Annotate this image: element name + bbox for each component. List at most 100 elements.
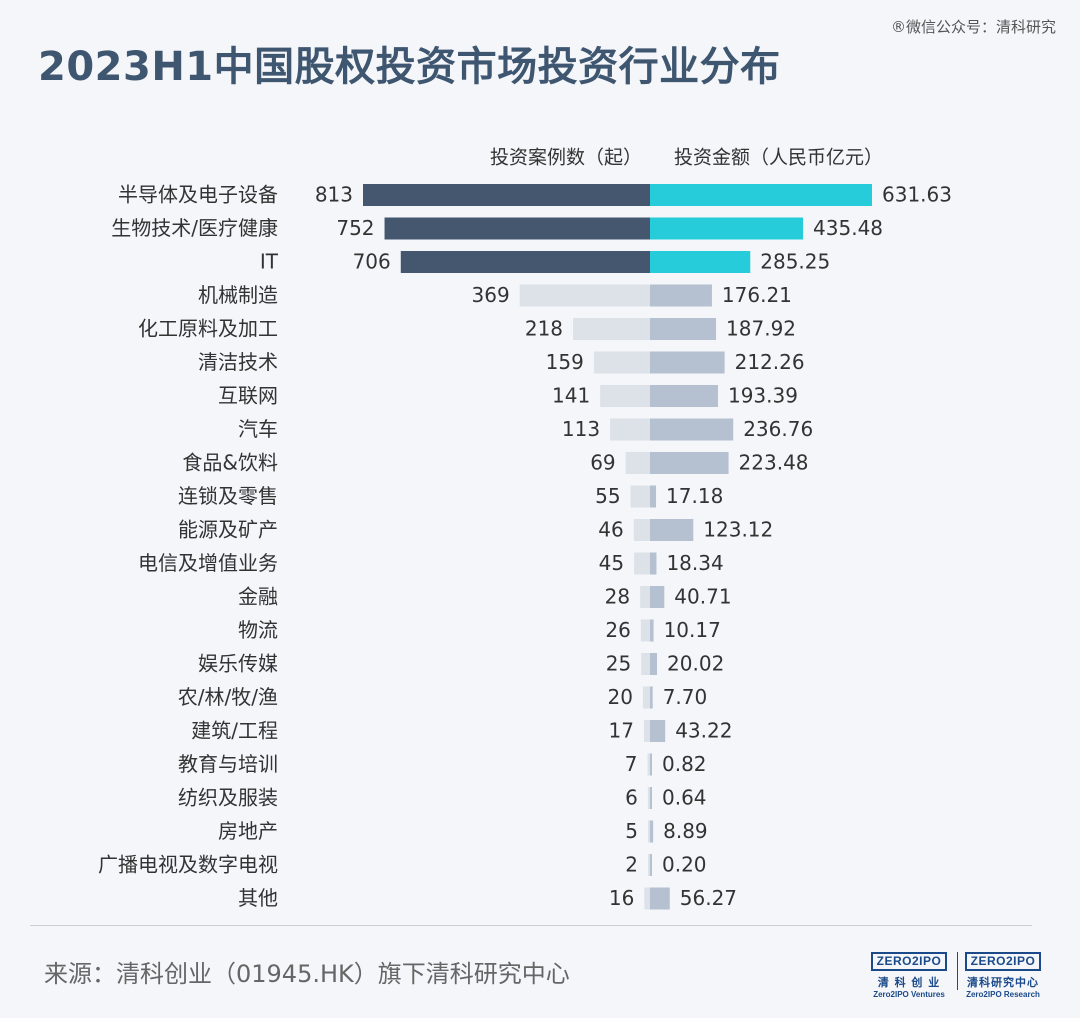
case-count-bar bbox=[625, 452, 650, 474]
case-count-bar bbox=[643, 720, 650, 742]
amount-label: 631.63 bbox=[882, 183, 952, 207]
amount-bar bbox=[650, 820, 654, 843]
category-label: 连锁及零售 bbox=[178, 484, 278, 508]
case-count-bar bbox=[384, 217, 650, 240]
zero2ipo-research-logo: ZERO2IPO 清科研究中心 Zero2IPO Research bbox=[962, 950, 1044, 999]
case-count-label: 17 bbox=[609, 719, 634, 743]
case-count-label: 26 bbox=[605, 618, 630, 642]
case-count-label: 141 bbox=[552, 384, 590, 408]
category-label: 能源及矿产 bbox=[178, 518, 278, 542]
case-count-bar bbox=[593, 351, 650, 374]
amount-label: 0.64 bbox=[662, 786, 707, 810]
case-count-label: 69 bbox=[590, 451, 615, 475]
amount-label: 236.76 bbox=[743, 417, 813, 441]
amount-bar bbox=[650, 452, 729, 474]
category-label: IT bbox=[260, 250, 279, 274]
amount-label: 123.12 bbox=[703, 518, 773, 542]
amount-bar bbox=[650, 586, 665, 608]
category-label: 广播电视及数字电视 bbox=[98, 853, 278, 877]
case-count-bar bbox=[600, 385, 650, 407]
category-label: 金融 bbox=[238, 585, 278, 609]
category-label: 清洁技术 bbox=[198, 350, 278, 374]
case-count-label: 45 bbox=[599, 551, 624, 575]
category-label: 汽车 bbox=[238, 417, 278, 441]
logo-en: Zero2IPO Research bbox=[966, 990, 1040, 999]
left-series-header: 投资案例数（起） bbox=[490, 147, 642, 169]
case-count-bar bbox=[640, 619, 650, 642]
amount-label: 17.18 bbox=[666, 484, 723, 508]
amount-bar bbox=[650, 519, 694, 541]
right-series-header: 投资金额（人民币亿元） bbox=[674, 147, 883, 169]
amount-label: 56.27 bbox=[680, 886, 737, 910]
case-count-bar bbox=[519, 284, 650, 307]
case-count-label: 159 bbox=[546, 350, 584, 374]
category-label: 电信及增值业务 bbox=[138, 551, 278, 575]
case-count-label: 20 bbox=[607, 685, 632, 709]
amount-bar bbox=[650, 217, 804, 240]
logo-cn: 清科研究中心 bbox=[967, 976, 1039, 989]
category-label: 食品&饮料 bbox=[182, 451, 278, 475]
watermark: ®微信公众号：清科研究 bbox=[890, 18, 1056, 36]
amount-bar bbox=[650, 251, 751, 273]
category-label: 娱乐传媒 bbox=[198, 652, 278, 676]
amount-label: 7.70 bbox=[663, 685, 708, 709]
case-count-label: 752 bbox=[336, 216, 374, 240]
case-count-bar bbox=[647, 753, 650, 776]
case-count-bar bbox=[633, 519, 650, 541]
case-count-label: 7 bbox=[625, 752, 638, 776]
case-count-bar bbox=[647, 787, 650, 809]
case-count-label: 6 bbox=[625, 786, 638, 810]
amount-bar bbox=[650, 552, 657, 575]
amount-bar bbox=[650, 184, 872, 206]
case-count-bar bbox=[363, 184, 650, 206]
logo-box-text: ZERO2IPO bbox=[970, 954, 1036, 968]
case-count-bar bbox=[642, 686, 650, 709]
amount-label: 20.02 bbox=[667, 652, 724, 676]
amount-bar bbox=[650, 720, 666, 742]
amount-label: 10.17 bbox=[664, 618, 721, 642]
category-label: 半导体及电子设备 bbox=[118, 183, 278, 207]
case-count-bar bbox=[610, 418, 650, 441]
zero2ipo-ventures-logo: ZERO2IPO 清 科 创 业 Zero2IPO Ventures bbox=[868, 950, 950, 999]
case-count-bar bbox=[400, 251, 650, 273]
amount-label: 43.22 bbox=[675, 719, 732, 743]
amount-label: 435.48 bbox=[813, 216, 883, 240]
amount-bar bbox=[650, 485, 657, 508]
case-count-label: 2 bbox=[625, 853, 638, 877]
case-count-bar bbox=[648, 820, 650, 843]
source-note: 来源：清科创业（01945.HK）旗下清科研究中心 bbox=[44, 960, 570, 988]
case-count-label: 55 bbox=[595, 484, 620, 508]
divider bbox=[30, 925, 1032, 926]
amount-bar bbox=[650, 854, 652, 876]
category-label: 农/林/牧/渔 bbox=[178, 685, 278, 709]
category-label: 物流 bbox=[238, 618, 278, 642]
case-count-label: 218 bbox=[525, 317, 563, 341]
chart-title: 2023H1中国股权投资市场投资行业分布 bbox=[38, 44, 781, 90]
category-label: 房地产 bbox=[218, 819, 278, 843]
category-label: 纺织及服装 bbox=[178, 786, 278, 810]
logo-separator bbox=[957, 952, 958, 990]
amount-bar bbox=[650, 653, 658, 675]
amount-label: 0.20 bbox=[662, 853, 707, 877]
category-label: 互联网 bbox=[218, 384, 278, 408]
amount-bar bbox=[650, 787, 652, 809]
diverging-bar-chart: 投资案例数（起） 投资金额（人民币亿元） 半导体及电子设备 813 631.63 生物技术… bbox=[98, 147, 952, 911]
category-label: 化工原料及加工 bbox=[138, 317, 278, 341]
category-label: 教育与培训 bbox=[178, 752, 278, 776]
amount-label: 223.48 bbox=[739, 451, 809, 475]
case-count-bar bbox=[634, 552, 650, 575]
category-label: 生物技术/医疗健康 bbox=[111, 216, 278, 240]
case-count-bar bbox=[641, 653, 650, 675]
amount-bar bbox=[650, 351, 725, 374]
case-count-bar bbox=[640, 586, 650, 608]
amount-bar bbox=[650, 619, 654, 642]
amount-bar bbox=[650, 418, 734, 441]
category-label: 机械制造 bbox=[198, 283, 278, 307]
case-count-bar bbox=[648, 854, 650, 876]
case-count-label: 813 bbox=[315, 183, 353, 207]
amount-label: 212.26 bbox=[735, 350, 805, 374]
amount-label: 18.34 bbox=[666, 551, 723, 575]
case-count-bar bbox=[573, 318, 650, 340]
amount-label: 0.82 bbox=[662, 752, 707, 776]
logo-cn: 清 科 创 业 bbox=[877, 976, 941, 989]
